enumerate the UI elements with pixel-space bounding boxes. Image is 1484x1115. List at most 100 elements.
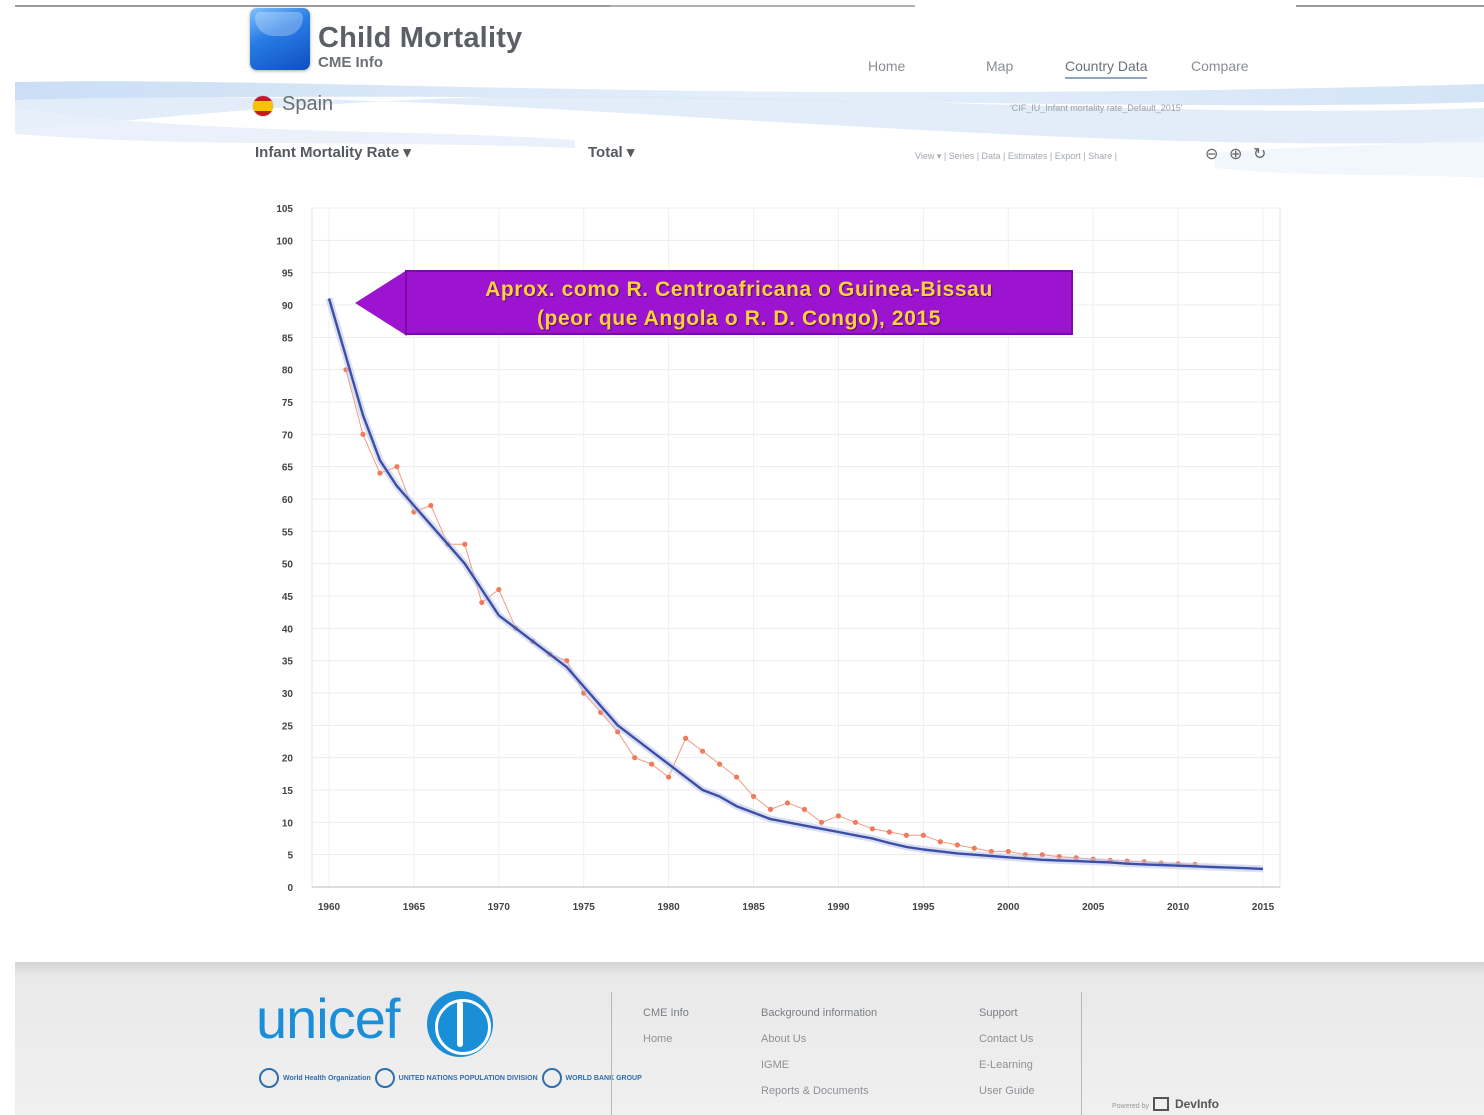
country-name: Spain [282, 93, 334, 115]
y-tick-label: 50 [282, 560, 294, 571]
footer-heading: Support [979, 1007, 1018, 1019]
y-tick-label: 85 [282, 333, 294, 344]
sex-dropdown[interactable]: Total ▾ [588, 144, 635, 161]
y-tick-label: 65 [282, 463, 294, 474]
annotation-line-2: (peor que Angola o R. D. Congo), 2015 [536, 307, 942, 330]
refresh-icon[interactable]: ↻ [1253, 146, 1267, 163]
nav-map[interactable]: Map [986, 58, 1014, 74]
partner-un[interactable]: UNITED NATIONS POPULATION DIVISION [398, 1074, 538, 1082]
unicef-globe-icon [427, 991, 493, 1057]
nav-compare[interactable]: Compare [1191, 58, 1249, 74]
observation-point [937, 839, 943, 845]
chart-toolbar[interactable]: View ▾ | Series | Data | Estimates | Exp… [915, 151, 1117, 161]
y-tick-label: 95 [282, 269, 294, 280]
y-tick-label: 0 [287, 883, 293, 894]
observation-point [784, 800, 791, 806]
devinfo-brand[interactable]: DevInfo [1174, 1097, 1219, 1111]
footer-link-elearning[interactable]: E-Learning [979, 1059, 1033, 1071]
header-wave-decoration [15, 81, 1484, 178]
y-tick-label: 35 [282, 657, 294, 668]
annotation-arrow [355, 270, 407, 336]
footer-link-about[interactable]: About Us [761, 1033, 807, 1045]
annotation-line-1: Aprox. como R. Centroafricana o Guinea-B… [485, 278, 993, 301]
observation-point [666, 774, 672, 780]
observation-point [767, 806, 774, 813]
footer-link-home[interactable]: Home [643, 1033, 673, 1045]
devinfo-icon [1152, 1097, 1169, 1111]
footer-divider [611, 992, 612, 1115]
y-tick-label: 5 [287, 851, 293, 862]
x-tick-label: 2000 [997, 902, 1020, 913]
x-tick-label: 1970 [488, 902, 511, 913]
observation-point [920, 832, 926, 838]
y-tick-label: 25 [282, 721, 294, 732]
x-tick-label: 2015 [1252, 902, 1275, 913]
y-tick-label: 55 [282, 527, 294, 538]
y-tick-label: 80 [282, 366, 294, 377]
observation-point [496, 586, 502, 593]
powered-by-label: Powered by [1112, 1103, 1149, 1110]
partner-worldbank[interactable]: WORLD BANK GROUP [565, 1074, 642, 1082]
observation-point [869, 826, 876, 832]
footer-divider [1081, 992, 1082, 1115]
annotation-text: Aprox. como R. Centroafricana o Guinea-B… [407, 275, 1071, 333]
footer-link-igme[interactable]: IGME [761, 1059, 790, 1071]
y-tick-label: 100 [276, 236, 293, 247]
observation-point [479, 599, 485, 606]
top-rule [1296, 5, 1484, 7]
observation-point [750, 793, 757, 800]
observation-point [818, 819, 825, 825]
who-logo-icon [259, 1068, 279, 1088]
observation-point [716, 761, 723, 767]
footer-link-userguide[interactable]: User Guide [979, 1085, 1035, 1097]
observation-point [886, 829, 893, 835]
observation-point [971, 845, 977, 851]
y-tick-label: 20 [282, 754, 294, 765]
footer-link-reports[interactable]: Reports & Documents [761, 1085, 869, 1097]
y-tick-label: 105 [276, 204, 293, 215]
observation-point [377, 470, 383, 476]
partner-logos: World Health Organization UNITED NATIONS… [259, 1068, 642, 1088]
y-tick-label: 45 [282, 592, 294, 603]
worldbank-logo-icon [541, 1068, 562, 1088]
site-title: Child Mortality [318, 22, 523, 54]
x-tick-label: 2005 [1082, 902, 1105, 913]
y-tick-label: 70 [282, 430, 294, 441]
indicator-dropdown[interactable]: Infant Mortality Rate ▾ [255, 144, 411, 161]
file-reference: 'CIF_IU_Infant mortality rate_Default_20… [1010, 103, 1183, 113]
observation-point [903, 832, 909, 838]
site-logo[interactable] [250, 8, 310, 70]
un-logo-icon [374, 1068, 395, 1088]
y-tick-label: 75 [282, 398, 294, 409]
nav-home[interactable]: Home [868, 58, 906, 74]
partner-who[interactable]: World Health Organization [283, 1074, 371, 1082]
x-tick-label: 1980 [658, 902, 681, 913]
observation-point [462, 541, 468, 547]
top-rule [15, 5, 610, 7]
x-tick-label: 1965 [403, 902, 426, 913]
zoom-in-icon[interactable]: ⊕ [1229, 146, 1243, 163]
unicef-logo-text[interactable]: unicef [256, 987, 400, 1050]
footer-col-background: Background information About Us IGME Rep… [761, 1000, 877, 1104]
footer [15, 962, 1484, 1115]
nav-country-data[interactable]: Country Data [1065, 58, 1148, 79]
x-tick-label: 1990 [827, 902, 850, 913]
footer-link-contact[interactable]: Contact Us [979, 1033, 1034, 1045]
observation-point [733, 774, 740, 780]
footer-heading: CME Info [643, 1007, 689, 1019]
y-tick-label: 60 [282, 495, 294, 506]
observation-point [632, 755, 638, 761]
observation-point [699, 748, 706, 754]
observation-point [394, 464, 400, 470]
observation-point [649, 761, 655, 767]
y-tick-label: 30 [282, 689, 294, 700]
footer-col-cmeinfo: CME Info Home [643, 1000, 689, 1052]
x-tick-label: 1985 [742, 902, 765, 913]
x-tick-label: 1995 [912, 902, 935, 913]
zoom-out-icon[interactable]: ⊖ [1205, 146, 1219, 163]
observation-point [1005, 848, 1011, 855]
y-tick-label: 10 [282, 818, 294, 829]
y-tick-label: 40 [282, 624, 294, 635]
footer-col-support: Support Contact Us E-Learning User Guide [979, 1000, 1035, 1104]
observation-point [1039, 852, 1045, 858]
